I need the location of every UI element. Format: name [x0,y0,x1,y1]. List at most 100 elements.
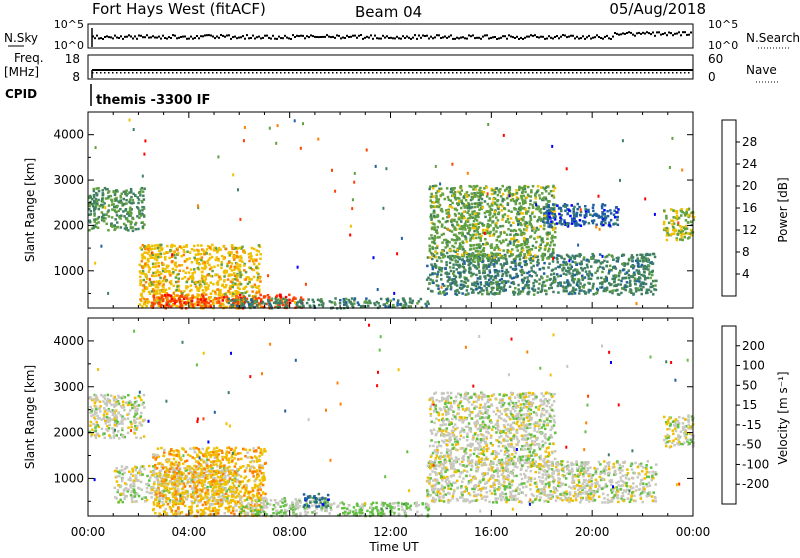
data-cell [639,260,642,263]
data-cell [527,291,530,294]
noise-point [654,35,656,37]
data-cell [348,299,351,302]
data-cell [446,187,449,190]
data-cell [445,264,448,267]
data-cell [248,281,251,284]
data-cell [680,231,683,234]
nave-point [168,72,170,74]
data-cell [498,211,501,214]
noise-point [124,36,126,38]
noise-point [164,37,166,39]
data-cell [436,205,439,208]
data-cell [497,219,500,222]
data-cell [495,283,498,286]
data-cell [535,247,538,250]
data-cell [184,276,187,279]
data-cell [530,266,533,269]
data-cell [188,271,191,274]
data-cell [537,219,540,222]
noise-point [466,38,468,40]
data-cell [474,206,477,209]
data-cell [121,193,124,196]
nave-point [192,72,194,74]
data-cell [358,304,361,307]
noise-point [514,37,516,39]
data-cell [461,253,464,256]
data-cell [490,208,493,211]
data-cell [181,255,184,258]
data-cell [129,409,132,412]
data-cell [648,265,651,268]
data-cell-sparse [447,228,449,231]
data-cell-sparse [441,286,443,289]
data-cell [306,302,309,305]
noise-point [406,36,408,38]
data-cell [234,282,237,285]
data-cell [114,194,117,197]
data-cell [218,247,221,250]
data-cell [435,247,438,250]
data-cell [505,274,508,277]
data-cell-sparse [467,172,469,175]
noise-point [268,37,270,39]
data-cell [253,269,256,272]
nave-point [512,72,514,74]
data-cell [169,249,172,252]
data-cell [532,185,535,188]
data-cell [118,437,121,440]
data-cell [538,216,541,219]
data-cell-sparse [595,226,597,229]
data-cell [558,222,561,225]
data-cell [432,282,435,285]
data-cell [141,254,144,257]
noise-point [472,34,474,36]
nave-point [240,72,242,74]
data-cell [339,302,342,305]
data-cell [141,260,144,263]
data-cell [618,279,621,282]
data-cell [452,266,455,269]
noise-point [536,36,538,38]
data-cell [502,214,505,217]
nave-point [132,72,134,74]
data-cell [528,280,531,283]
data-cell [576,208,579,211]
data-cell [233,258,236,261]
data-cell-sparse [435,165,437,168]
data-cell [564,210,567,213]
data-cell [90,196,93,199]
data-cell [583,223,586,226]
data-cell [499,188,502,191]
noise-point [482,36,484,38]
data-cell [522,212,525,215]
data-cell [509,192,512,195]
data-cell [506,234,509,237]
data-cell [185,272,188,275]
data-cell [106,413,109,416]
data-cell [96,421,99,424]
data-cell [360,305,363,308]
data-cell [134,409,137,412]
nave-point [464,72,466,74]
data-cell [204,286,207,289]
data-cell [123,406,126,409]
data-cell [275,299,278,302]
data-cell [644,275,647,278]
nave-point [140,72,142,74]
data-cell [546,210,549,213]
data-cell [143,406,146,409]
data-cell [487,223,490,226]
data-cell [520,224,523,227]
noise-point [516,36,518,38]
data-cell [114,224,117,227]
data-cell-sparse [568,259,570,262]
data-cell [679,225,682,228]
nave-point [232,72,234,74]
data-cell [237,301,240,304]
data-cell [686,227,689,230]
data-cell-sparse [275,142,277,145]
data-cell [453,228,456,231]
data-cell [520,230,523,233]
data-cell [583,290,586,293]
noise-trace [92,28,692,47]
